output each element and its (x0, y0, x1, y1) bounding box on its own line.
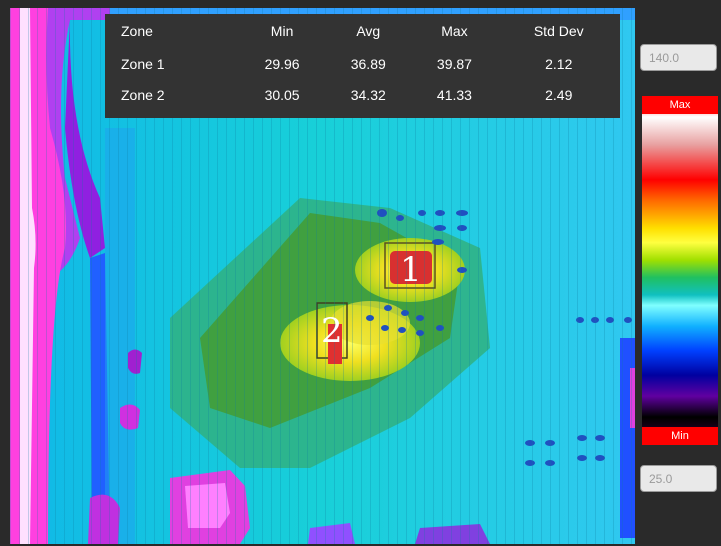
zone-name-cell: Zone 2 (121, 86, 165, 103)
std-dev-cell: 2.49 (545, 86, 573, 103)
column-header-max: Max (441, 23, 468, 39)
zone-1-marker[interactable]: 1 (400, 250, 422, 290)
avg-cell: 34.32 (350, 86, 386, 103)
zone-name-cell: Zone 1 (121, 55, 165, 72)
zone-2-marker[interactable]: 2 (321, 311, 343, 351)
max-range-input[interactable]: 140.0 (640, 44, 717, 71)
color-scale-bar: Max Min (642, 96, 718, 445)
avg-cell: 36.89 (350, 55, 386, 72)
color-gradient (642, 96, 718, 445)
max-cell: 39.87 (436, 55, 472, 72)
column-header-avg: Avg (356, 23, 381, 39)
scale-max-label: Max (642, 96, 718, 114)
min-cell: 30.05 (264, 86, 300, 103)
min-cell: 29.96 (264, 55, 300, 72)
table-row: Zone 1 29.96 36.89 39.87 2.12 (105, 48, 620, 79)
table-header-row: Zone Min Avg Max Std Dev (105, 14, 620, 48)
column-header-min: Min (270, 23, 294, 39)
table-row: Zone 2 30.05 34.32 41.33 2.49 (105, 79, 620, 110)
zone-statistics-table: Zone Min Avg Max Std Dev Zone 1 29.96 36… (105, 14, 620, 118)
std-dev-cell: 2.12 (545, 55, 573, 72)
column-header-std-dev: Std Dev (533, 23, 584, 39)
min-range-input[interactable]: 25.0 (640, 465, 717, 492)
scale-min-label: Min (642, 427, 718, 445)
max-cell: 41.33 (436, 86, 472, 103)
column-header-zone: Zone (121, 23, 153, 39)
